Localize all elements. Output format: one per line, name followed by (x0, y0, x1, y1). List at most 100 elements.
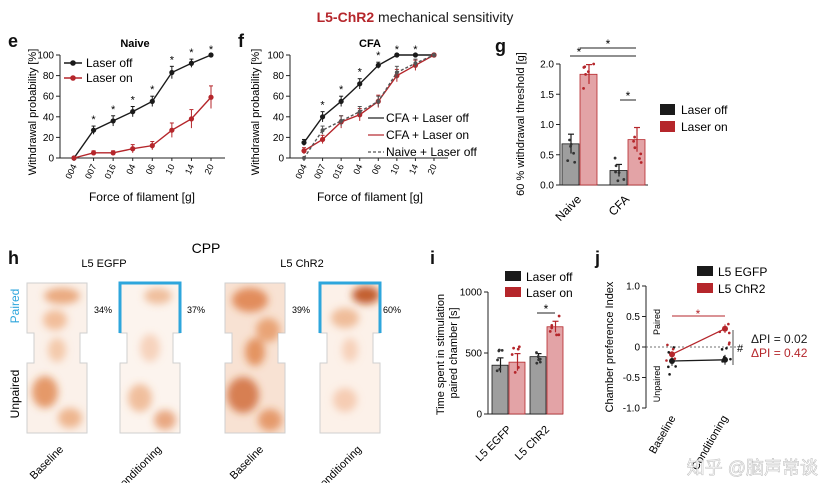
paired-highlight-frame (318, 281, 382, 333)
panel-j-ylabel: Chamber preference Index (604, 281, 616, 412)
y-tick-label: 20 (43, 133, 55, 144)
series-line (73, 54, 212, 159)
legend-swatch-laser-on (505, 287, 521, 297)
series-line (671, 359, 726, 362)
data-point (90, 150, 97, 156)
heat-blob (48, 338, 66, 362)
panel-letter-g: g (495, 36, 506, 56)
panel-f-title: CFA (359, 38, 381, 50)
figure-title: L5-ChR2 mechanical sensitivity (317, 9, 514, 25)
y-tick-label: 1.0 (626, 282, 640, 293)
pct-chr2-baseline: 39% (292, 305, 310, 315)
individual-datum (548, 329, 552, 333)
data-point (413, 61, 418, 66)
legend-text-naive-off: Naive + Laser off (386, 145, 477, 159)
delta-pi-chr2: ΔPI = 0.42 (751, 346, 808, 360)
individual-datum (536, 355, 540, 358)
significance-star: * (376, 50, 381, 62)
panel-f-chart: CFA 0 20 40 60 80 100 004 007 016 04 06 10 14 20 * * *… (250, 38, 477, 204)
individual-datum (572, 151, 575, 155)
y-tick-label: 100 (37, 51, 54, 62)
panel-j-chart: 1.0 0.5 0 -0.5 -1.0 * Paired Unpaired L5 EGF… (604, 265, 808, 472)
significance-star: * (189, 47, 194, 59)
panel-letter-f: f (238, 31, 245, 51)
y-tick-label: 40 (273, 112, 285, 123)
individual-datum (513, 370, 517, 374)
significance-star: * (320, 100, 325, 112)
data-point (376, 99, 381, 104)
legend-swatch-laser-off (505, 271, 521, 281)
legend-text-laser-on: Laser on (681, 120, 728, 134)
x-tick-label: 004 (293, 163, 308, 181)
data-point (394, 70, 399, 75)
data-point (375, 62, 381, 68)
x-tick-label: 14 (407, 163, 420, 176)
y-tick-label: 80 (43, 71, 55, 82)
data-point (669, 358, 675, 365)
legend-swatch-laser-on (660, 121, 675, 132)
individual-datum (584, 72, 587, 76)
data-point (130, 146, 136, 152)
individual-datum (729, 357, 732, 361)
individual-datum (573, 160, 577, 164)
heat-blob (44, 288, 80, 304)
panel-letter-h: h (8, 248, 19, 268)
data-point (432, 53, 436, 57)
significance-star: * (91, 114, 96, 126)
heatmap-egfp-baseline: 34% (26, 282, 112, 434)
panel-j-legend: L5 EGFP L5 ChR2 (697, 265, 767, 296)
data-point (301, 148, 307, 154)
heat-blob (58, 408, 82, 428)
series-line (303, 54, 435, 152)
y-tick-label: 100 (267, 51, 284, 62)
individual-datum (721, 360, 724, 363)
x-category-label: CFA (606, 192, 632, 218)
individual-datum (510, 353, 514, 356)
legend-swatch-l5-chr2 (697, 283, 713, 293)
individual-datum (582, 86, 585, 90)
heat-blob (245, 338, 265, 366)
individual-datum (566, 159, 570, 163)
y-tick-label: 40 (43, 112, 55, 123)
individual-datum (568, 138, 571, 142)
label-unpaired: Unpaired (8, 370, 22, 419)
individual-datum (537, 358, 541, 362)
individual-datum (516, 347, 520, 351)
heatmap-chr2-baseline: 39% (224, 282, 310, 434)
individual-datum (496, 358, 499, 362)
panel-i-chart: 0 500 1000 * Laser off Laser on Time spent… (435, 270, 573, 464)
individual-datum (674, 365, 677, 368)
individual-datum (569, 144, 572, 148)
panel-e-xlabel: Force of filament [g] (89, 190, 195, 204)
heat-blob (333, 388, 357, 412)
individual-datum (667, 351, 671, 354)
heatmap-chr2-conditioning: 60% (318, 281, 401, 434)
heat-blob (140, 334, 160, 362)
legend-text-laser-on: Laser on (526, 286, 573, 300)
individual-datum (500, 348, 504, 352)
heat-blob (256, 318, 280, 342)
series-line (671, 328, 726, 355)
individual-datum (633, 146, 637, 150)
individual-datum (592, 62, 596, 66)
individual-datum (666, 343, 669, 347)
significance-star: * (170, 54, 175, 66)
label-paired-j: Paired (652, 309, 662, 335)
legend-marker-laser-on (70, 75, 76, 81)
significance-star: * (696, 307, 701, 321)
data-point (130, 109, 136, 115)
individual-datum (586, 70, 590, 74)
paired-highlight-frame (118, 281, 182, 333)
panel-e-chart: Naive 0 20 40 60 80 100 004 007 016 04 06 10 14 20 *… (27, 38, 225, 204)
series-line (303, 54, 435, 159)
individual-datum (498, 367, 502, 371)
data-point (110, 118, 116, 124)
individual-datum (639, 152, 643, 156)
significance-star: * (339, 84, 344, 96)
legend-text-l5-chr2: L5 ChR2 (718, 282, 766, 296)
legend-swatch-laser-off (660, 104, 675, 115)
significance-star: * (606, 37, 611, 51)
y-tick-label: 0.0 (540, 181, 554, 192)
y-tick-label: 500 (465, 349, 482, 360)
